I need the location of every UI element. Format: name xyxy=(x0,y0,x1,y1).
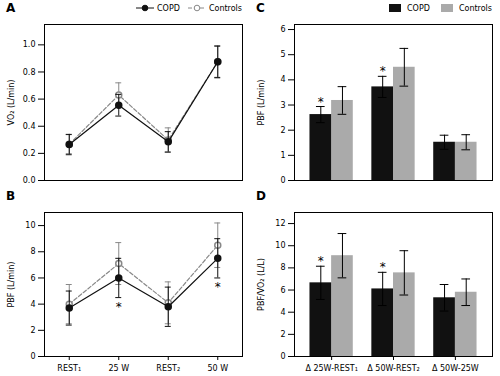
svg-text:0.4: 0.4 xyxy=(23,122,36,131)
svg-text:0: 0 xyxy=(30,352,35,361)
html-text:B: B xyxy=(6,189,16,203)
svg-text:8: 8 xyxy=(280,263,285,272)
html-text:COPD: COPD xyxy=(157,3,180,13)
svg-text:*: * xyxy=(116,300,122,314)
svg-text:REST₂: REST₂ xyxy=(156,364,180,373)
svg-text:*: * xyxy=(318,254,324,268)
svg-text:50 W: 50 W xyxy=(207,364,228,373)
svg-text:*: * xyxy=(215,280,221,294)
svg-text:10: 10 xyxy=(25,221,35,230)
svg-text:PBF (L/min): PBF (L/min) xyxy=(7,262,16,308)
svg-text:12: 12 xyxy=(275,219,285,228)
svg-text:*: * xyxy=(380,260,386,274)
svg-text:1.0: 1.0 xyxy=(23,40,36,49)
svg-text:2: 2 xyxy=(30,326,35,335)
svg-text:0.0: 0.0 xyxy=(23,176,36,185)
html-text:Controls: Controls xyxy=(208,3,242,13)
html-text:Controls: Controls xyxy=(458,3,492,13)
svg-text:6: 6 xyxy=(280,286,285,295)
svg-text:VO₂ (L/min): VO₂ (L/min) xyxy=(7,80,16,126)
svg-text:5: 5 xyxy=(280,50,285,59)
svg-text:2: 2 xyxy=(280,330,285,339)
svg-text:*: * xyxy=(318,95,324,109)
svg-text:0: 0 xyxy=(280,176,285,185)
html-text:C: C xyxy=(256,1,265,15)
svg-text:PBF/VO₂ (L/L): PBF/VO₂ (L/L) xyxy=(257,258,266,311)
svg-text:0.6: 0.6 xyxy=(23,95,36,104)
svg-text:4: 4 xyxy=(30,300,35,309)
html-text:COPD: COPD xyxy=(407,3,430,13)
html-text:A: A xyxy=(6,1,16,15)
svg-text:25 W: 25 W xyxy=(108,364,129,373)
svg-text:Δ 50W-REST₂: Δ 50W-REST₂ xyxy=(367,364,419,373)
html-text:D: D xyxy=(256,189,266,203)
svg-text:4: 4 xyxy=(280,308,285,317)
svg-text:2: 2 xyxy=(280,126,285,135)
svg-text:*: * xyxy=(380,64,386,78)
svg-text:1: 1 xyxy=(280,151,285,160)
svg-text:PBF (L/min): PBF (L/min) xyxy=(257,80,266,126)
svg-text:6: 6 xyxy=(280,25,285,34)
svg-text:4: 4 xyxy=(280,75,285,84)
svg-text:Δ 25W-REST₁: Δ 25W-REST₁ xyxy=(305,364,357,373)
svg-text:0: 0 xyxy=(280,352,285,361)
svg-text:0.2: 0.2 xyxy=(23,149,36,158)
svg-text:3: 3 xyxy=(280,101,285,110)
svg-text:8: 8 xyxy=(30,247,35,256)
svg-text:REST₁: REST₁ xyxy=(57,364,81,373)
svg-text:Δ 50W-25W: Δ 50W-25W xyxy=(432,364,479,373)
svg-text:10: 10 xyxy=(275,241,285,250)
svg-text:0.8: 0.8 xyxy=(23,68,36,77)
svg-text:6: 6 xyxy=(30,274,35,283)
